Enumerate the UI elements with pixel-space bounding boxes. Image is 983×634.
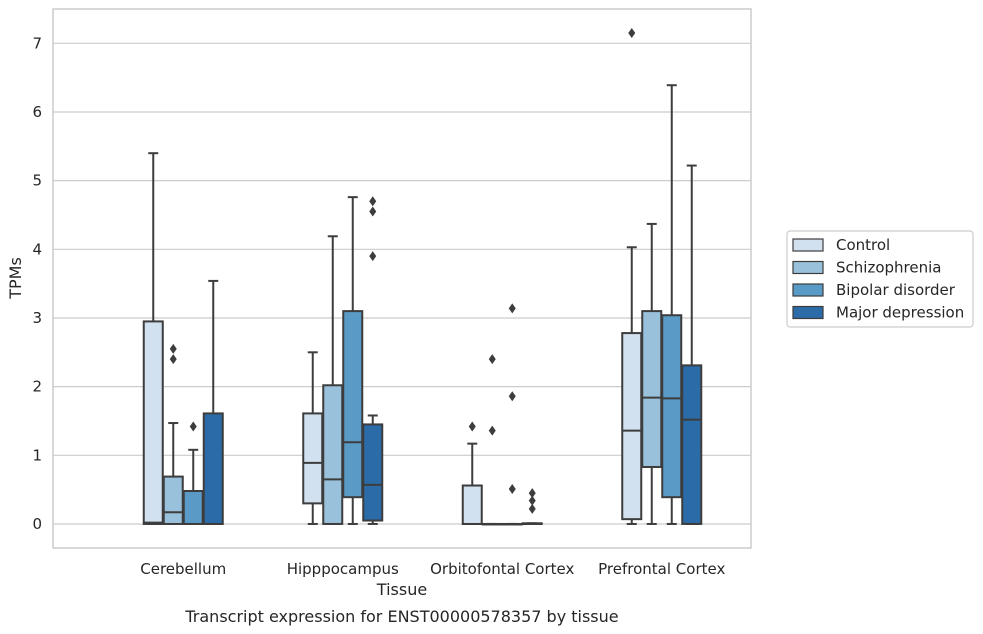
box: [681, 364, 703, 525]
outlier: [488, 354, 496, 365]
legend-label: Major depression: [836, 304, 964, 322]
outlier: [528, 503, 536, 514]
box: [202, 412, 224, 525]
box-1-2: [342, 196, 364, 525]
y-tick-label: 4: [32, 240, 42, 258]
box: [461, 484, 483, 525]
outlier: [169, 343, 177, 354]
legend-frame: [786, 230, 974, 328]
box: [322, 384, 344, 525]
box-3-3: [681, 164, 703, 525]
legend-swatch: [792, 238, 824, 252]
y-tick-label: 1: [32, 446, 42, 464]
legend-swatch: [792, 283, 824, 297]
box: [182, 490, 204, 525]
box-2-3: [521, 488, 543, 525]
outlier: [508, 483, 516, 494]
x-tick-label: Hipppocampus: [287, 560, 399, 578]
grid-lines: [53, 42, 751, 525]
legend-swatch: [792, 260, 824, 275]
box-1-0: [302, 351, 324, 525]
outlier: [508, 391, 516, 402]
outlier: [528, 488, 536, 499]
box: [661, 314, 683, 499]
chart-caption: Transcript expression for ENST0000057835…: [184, 607, 618, 626]
y-tick-label: 7: [32, 34, 42, 52]
y-tick-label: 5: [32, 172, 42, 190]
outlier: [468, 421, 476, 432]
box-3-2: [661, 84, 683, 525]
box-0-2: [182, 421, 204, 525]
box-2-1: [481, 354, 503, 526]
y-tick-label: 0: [32, 515, 42, 533]
legend-label: Schizophrenia: [836, 259, 941, 277]
box: [621, 332, 643, 521]
box-0-0: [142, 152, 164, 525]
y-tick-label: 2: [32, 378, 42, 396]
box: [342, 310, 364, 499]
x-tick-label: Prefrontal Cortex: [598, 560, 725, 578]
box: [302, 412, 324, 505]
plot-frame: [52, 8, 752, 549]
box: [142, 320, 164, 525]
box: [362, 423, 384, 522]
outlier: [189, 421, 197, 432]
y-axis-label: TPMs: [6, 257, 25, 300]
x-axis-label: Tissue: [376, 580, 427, 599]
outlier: [508, 303, 516, 314]
box-0-1: [162, 343, 184, 525]
outlier: [628, 28, 636, 39]
box: [641, 310, 663, 468]
box-2-0: [461, 421, 483, 525]
x-tick-labels: Cerebellum Hipppocampus Orbitofontal Corte…: [140, 560, 725, 578]
legend: Control Schizophrenia Bipolar disorder Majo…: [786, 230, 974, 328]
outlier: [488, 425, 496, 436]
box-0-3: [202, 279, 224, 525]
x-tick-label: Orbitofontal Cortex: [430, 560, 574, 578]
y-tick-label: 6: [32, 103, 42, 121]
box-2-2: [501, 303, 523, 526]
box-1-3: [362, 196, 384, 525]
outlier: [528, 495, 536, 506]
legend-swatch: [792, 305, 824, 320]
outlier: [369, 206, 377, 217]
legend-label: Control: [836, 236, 890, 254]
box: [162, 475, 184, 525]
box-groups: [142, 28, 703, 526]
outlier: [169, 354, 177, 365]
outlier: [369, 196, 377, 207]
box-3-1: [641, 222, 663, 525]
legend-label: Bipolar disorder: [836, 281, 956, 299]
box-3-0: [621, 28, 643, 525]
box-1-1: [322, 235, 344, 525]
outlier: [369, 251, 377, 262]
y-tick-labels: 0 1 2 3 4 5 6 7: [32, 34, 42, 533]
y-tick-label: 3: [32, 309, 42, 327]
x-tick-label: Cerebellum: [140, 560, 226, 578]
